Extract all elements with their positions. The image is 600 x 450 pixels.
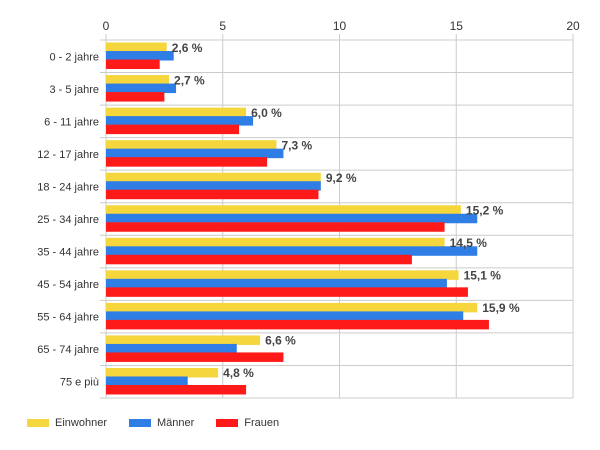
bar-frauen <box>106 319 489 330</box>
bar-einwohner <box>106 367 219 378</box>
bar-frauen <box>106 59 160 70</box>
data-label: 2,6 % <box>172 41 203 55</box>
bar-mnner <box>106 343 237 354</box>
bar-einwohner <box>106 42 167 53</box>
bar-chart: 0 5 10 15 20 0 - 2 jahre 2,6 % 3 - 5 jahre 2,7 %… <box>37 19 580 399</box>
data-label: 14,5 % <box>450 236 488 250</box>
bar-mnner <box>106 246 478 256</box>
chart-legend: Einwohner Männer Frauen <box>27 417 279 429</box>
bar-mnner <box>106 148 284 159</box>
legend-swatch-maenner <box>128 419 151 427</box>
data-label: 4,8 % <box>223 366 254 380</box>
category-label: 0 - 2 jahre <box>49 51 99 63</box>
bar-frauen <box>106 352 284 362</box>
x-tick-label: 20 <box>566 19 580 33</box>
legend-item-maenner: Männer <box>128 417 195 429</box>
bar-frauen <box>106 222 445 232</box>
data-label: 6,6 % <box>265 334 296 348</box>
legend-item-einwohner: Einwohner <box>27 417 107 429</box>
bar-mnner <box>106 116 254 126</box>
category-label: 65 - 74 jahre <box>37 344 99 356</box>
bar-frauen <box>106 157 268 167</box>
bar-einwohner <box>106 237 445 248</box>
bar-frauen <box>106 189 319 200</box>
bar-einwohner <box>106 75 170 85</box>
bar-einwohner <box>106 140 277 150</box>
data-label: 6,0 % <box>251 106 282 120</box>
x-tick-label: 5 <box>219 19 226 33</box>
data-label: 15,1 % <box>464 269 502 283</box>
x-tick-label: 0 <box>103 19 110 33</box>
category-label: 75 e più <box>60 377 99 389</box>
bar-einwohner <box>106 172 321 183</box>
data-label: 2,7 % <box>174 73 205 87</box>
bar-mnner <box>106 83 177 94</box>
category-label: 3 - 5 jahre <box>49 84 99 96</box>
legend-label-einwohner: Einwohner <box>55 417 107 429</box>
legend-label-frauen: Frauen <box>244 417 280 429</box>
category-label: 55 - 64 jahre <box>37 312 99 324</box>
bar-frauen <box>106 124 240 135</box>
legend-swatch-einwohner <box>27 419 49 427</box>
data-label: 9,2 % <box>326 171 357 185</box>
bar-mnner <box>106 278 447 289</box>
x-tick-label: 10 <box>333 19 347 33</box>
bar-mnner <box>106 311 464 321</box>
data-label: 15,9 % <box>482 301 520 315</box>
bar-frauen <box>106 92 165 102</box>
data-label: 7,3 % <box>281 138 312 152</box>
bar-einwohner <box>106 270 459 280</box>
bar-einwohner <box>106 205 461 215</box>
category-label: 25 - 34 jahre <box>37 214 99 226</box>
category-label: 45 - 54 jahre <box>37 279 99 291</box>
bar-mnner <box>106 181 321 191</box>
bar-einwohner <box>106 107 247 118</box>
bar-frauen <box>106 287 468 297</box>
category-label: 18 - 24 jahre <box>37 181 99 193</box>
bar-frauen <box>106 384 247 395</box>
legend-item-frauen: Frauen <box>216 417 279 429</box>
data-label: 15,2 % <box>466 204 504 218</box>
legend-label-maenner: Männer <box>156 417 195 429</box>
bar-mnner <box>106 51 174 61</box>
bar-frauen <box>106 254 412 265</box>
bar-mnner <box>106 213 478 224</box>
category-label: 35 - 44 jahre <box>37 247 99 259</box>
category-label: 6 - 11 jahre <box>44 116 99 128</box>
x-tick-label: 15 <box>450 19 464 33</box>
bar-einwohner <box>106 302 478 313</box>
category-label: 12 - 17 jahre <box>37 149 99 161</box>
bar-mnner <box>106 376 188 386</box>
bar-einwohner <box>106 335 261 345</box>
legend-swatch-frauen <box>216 419 239 427</box>
